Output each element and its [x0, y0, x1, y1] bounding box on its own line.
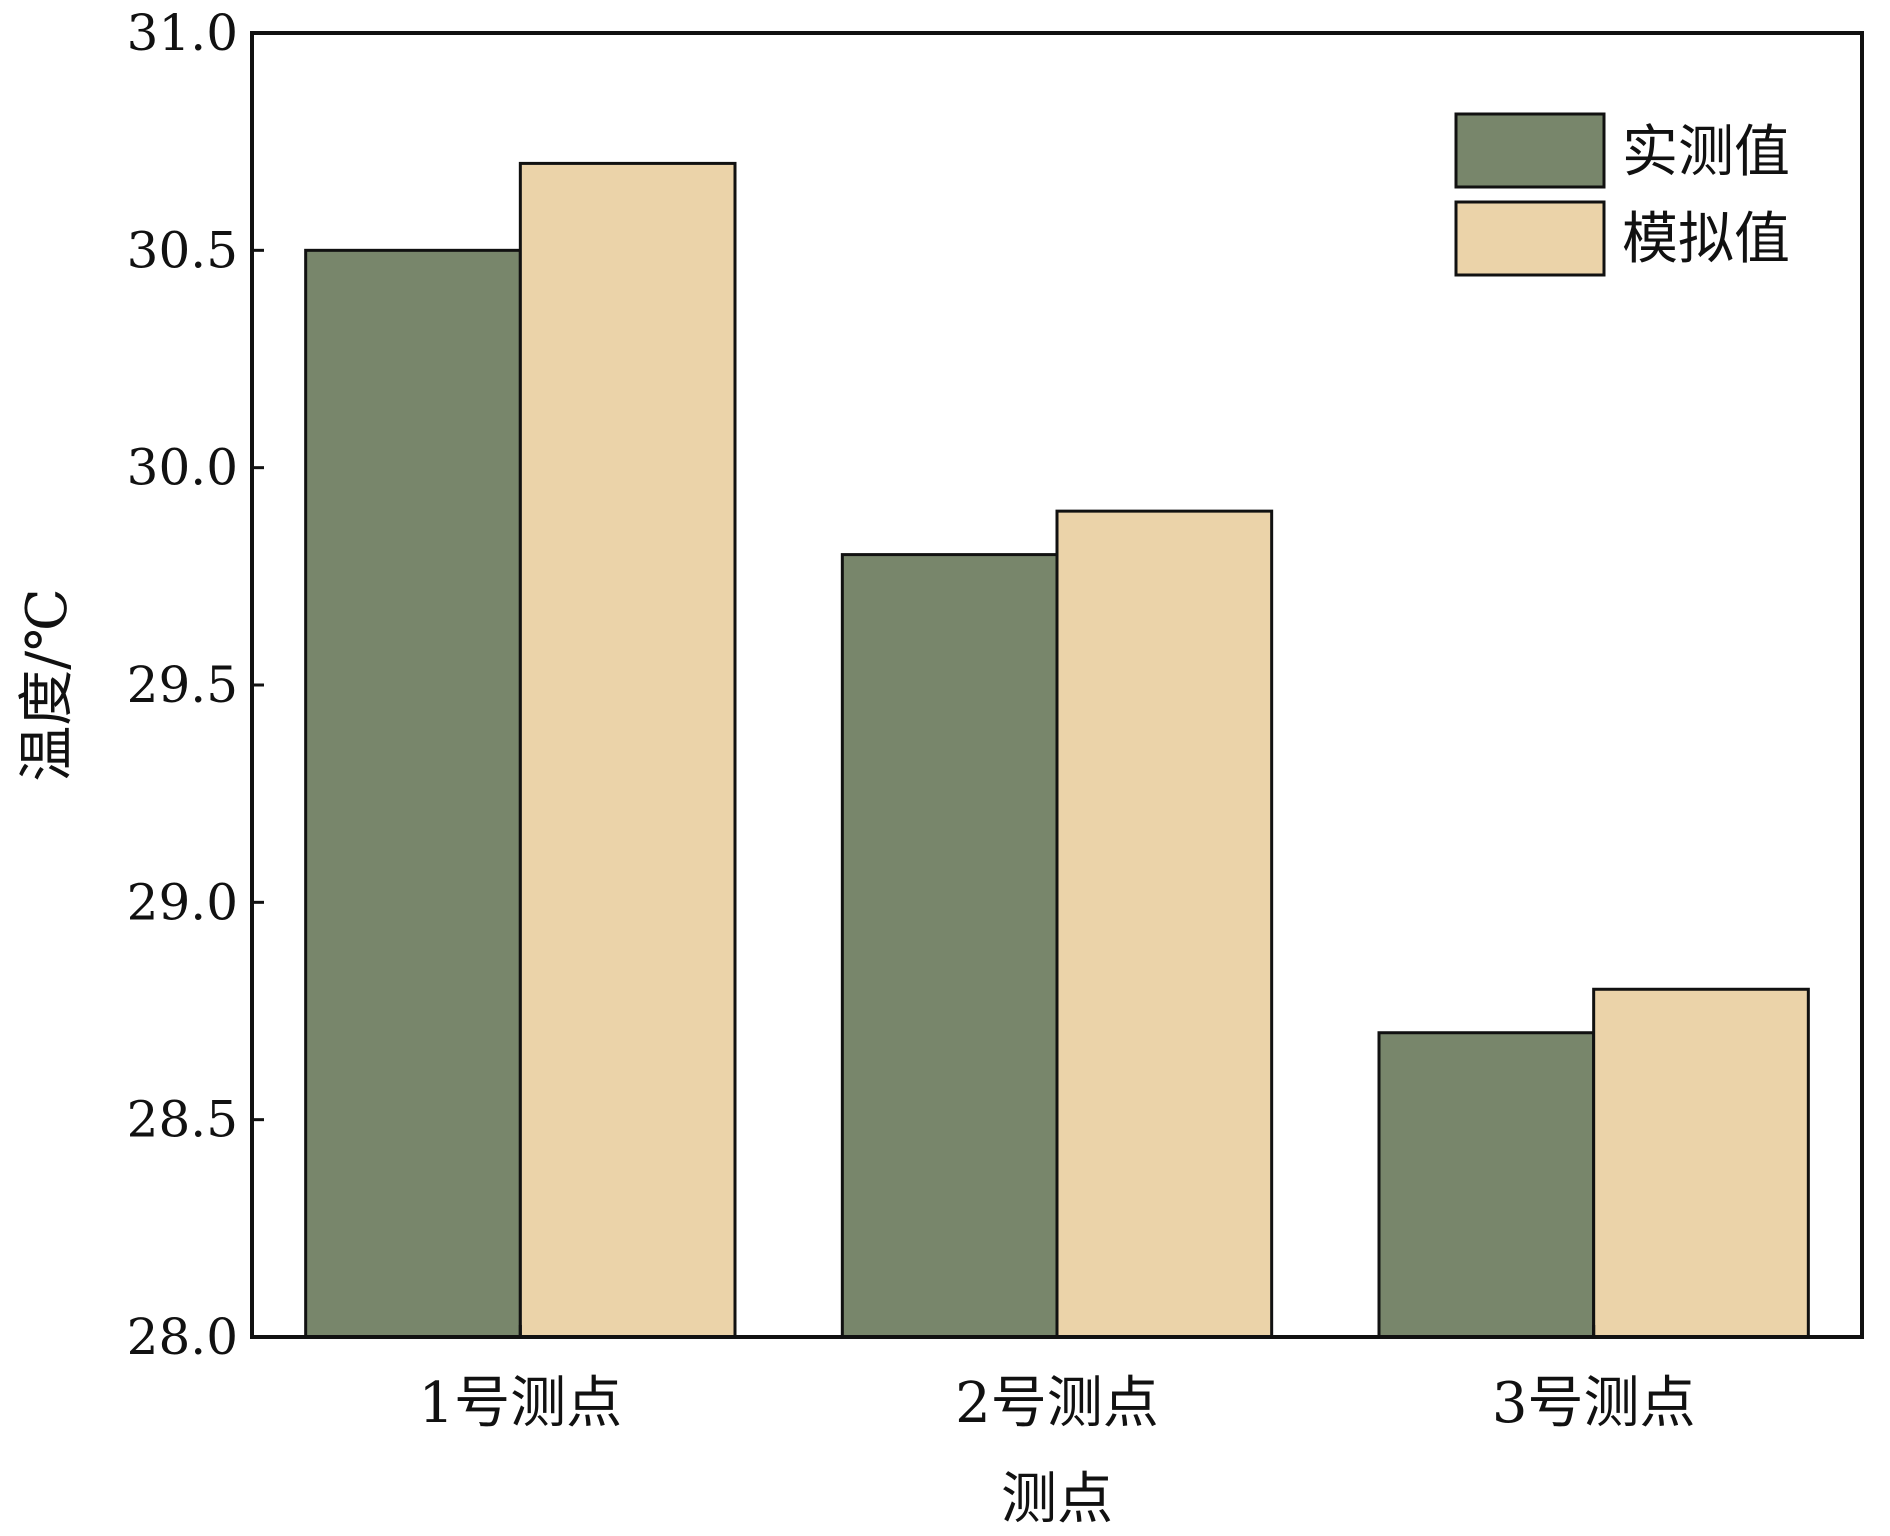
y-tick-label: 31.0: [127, 4, 238, 62]
bar-measured-1: [304, 248, 522, 1339]
x-axis-title: 测点: [1001, 1467, 1113, 1532]
y-tick-label: 28.0: [127, 1308, 238, 1366]
x-tick-label: 2号测点: [955, 1371, 1159, 1436]
x-tick-label: 1号测点: [419, 1371, 623, 1436]
legend-label-simulated: 模拟值: [1622, 207, 1790, 272]
y-axis-ticks: 28.0 28.5 29.0 29.5 30.0 30.5 31.0: [127, 4, 264, 1366]
y-tick-label: 28.5: [127, 1091, 238, 1149]
legend: 实测值 模拟值: [1454, 112, 1790, 277]
bar-measured-2: [840, 553, 1059, 1339]
bar-measured-3: [1377, 1031, 1596, 1339]
legend-label-measured: 实测值: [1622, 120, 1790, 185]
x-axis-ticks: 1号测点 2号测点 3号测点: [419, 1325, 1696, 1436]
legend-swatch-simulated: [1454, 200, 1606, 277]
y-tick-label: 29.0: [127, 873, 238, 931]
bar-simulated-2: [1055, 509, 1274, 1339]
y-tick-label: 30.0: [127, 439, 238, 497]
plot-frame: [250, 31, 1864, 1339]
bar-simulated-3: [1592, 987, 1810, 1339]
x-tick-label: 3号测点: [1492, 1371, 1696, 1436]
bar-simulated-1: [518, 161, 737, 1339]
y-axis-title: 温度/℃: [15, 588, 80, 782]
legend-swatch-measured: [1454, 112, 1606, 189]
y-tick-label: 30.5: [127, 221, 238, 279]
bars-group: [304, 161, 1810, 1339]
y-tick-label: 29.5: [127, 656, 238, 714]
